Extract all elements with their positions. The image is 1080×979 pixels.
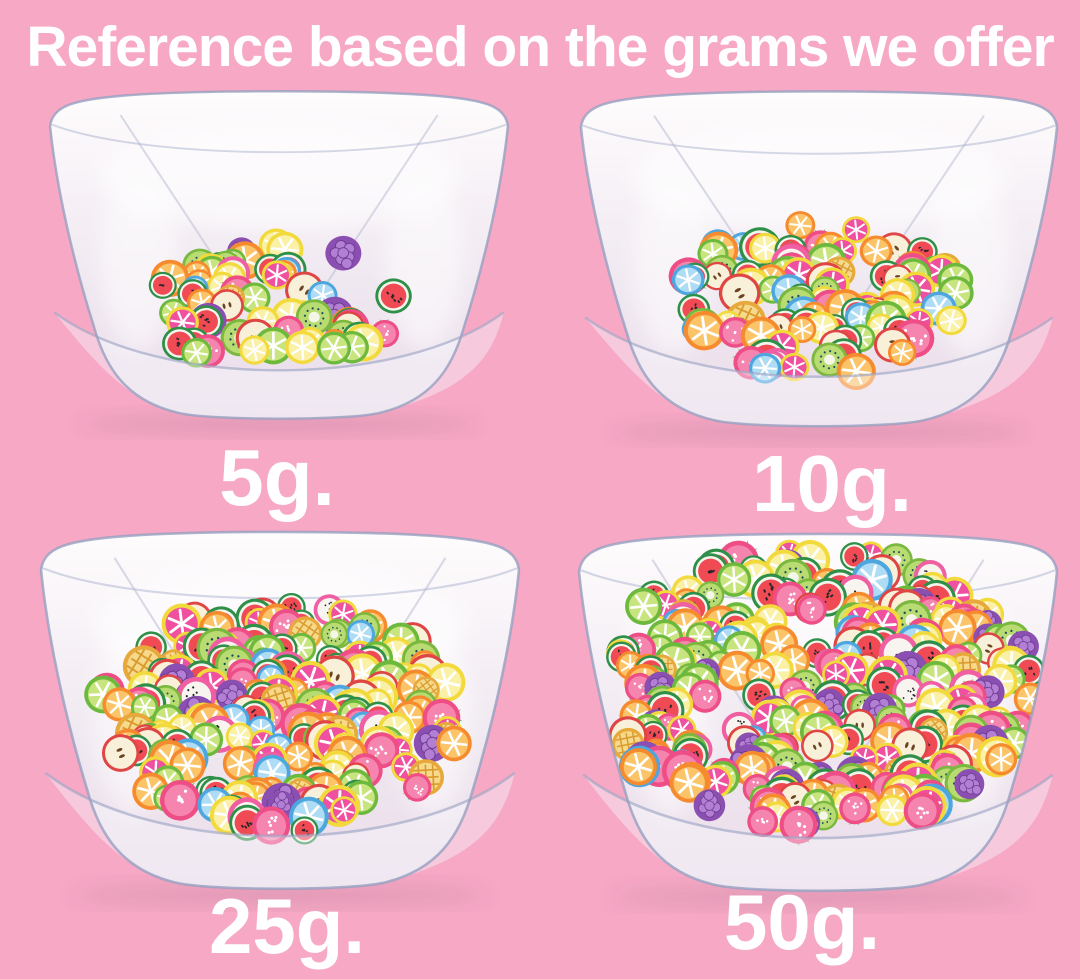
fruit-piece-orange-slice: [985, 743, 1018, 776]
fruit-piece-orange-slice: [836, 352, 876, 390]
fruit-piece-dragonfruit-slice: [892, 675, 925, 708]
fruit-piece-strawberry-slice: [779, 805, 818, 847]
fruit-piece-strawberry-slice: [903, 792, 943, 830]
fruit-piece-apple-slice: [801, 729, 834, 763]
fruit-piece-lemon-slice: [935, 305, 967, 336]
fruit-piece-lime-slice: [181, 337, 212, 368]
bowl-illustration: [577, 532, 1059, 909]
fruit-piece-strawberry-slice: [402, 773, 432, 802]
weight-label-5g: 5g.: [219, 433, 335, 522]
fruit-piece-watermelon-slice: [375, 278, 412, 314]
fruit-piece-strawberry-slice: [796, 592, 827, 625]
fruit-piece-orange-slice: [222, 746, 258, 782]
fruit-piece-strawberry-slice: [688, 677, 722, 713]
fruit-piece-orange-slice: [888, 338, 917, 366]
fruit-pile: [84, 592, 472, 845]
bowl-illustration: [579, 90, 1059, 444]
fruit-piece-strawberry-slice: [159, 777, 201, 821]
bowl-photo-10g: [558, 84, 1080, 448]
fruit-piece-orange-slice: [683, 311, 726, 351]
weight-label-50g: 50g.: [723, 878, 881, 966]
fruit-piece-blue-orange-slice: [346, 619, 375, 649]
bowl-photo-25g: [18, 524, 542, 912]
fruit-piece-lime-slice: [238, 282, 271, 314]
fruit-piece-orange-slice: [785, 211, 816, 240]
fruit-piece-pink-grapefruit-slice: [330, 796, 359, 825]
fruit-piece-grape-cluster: [954, 769, 985, 800]
fruit-piece-pink-grapefruit-slice: [261, 260, 293, 290]
bowl-illustration: [39, 530, 521, 907]
page-title: Reference based on the grams we offer: [26, 15, 1054, 79]
fruit-piece-watermelon-slice: [148, 271, 177, 299]
fruit-piece-lime-slice: [625, 587, 663, 626]
fruit-piece-orange-slice: [938, 609, 977, 648]
fruit-piece-grape-cluster: [693, 789, 726, 822]
fruit-piece-kiwi-slice: [320, 620, 348, 649]
fruit-piece-orange-slice: [283, 741, 314, 772]
fruit-piece-grape-cluster: [325, 235, 362, 271]
fruit-piece-orange-slice: [102, 687, 137, 722]
fruit-piece-orange-slice: [669, 763, 709, 803]
fruit-piece-lime-slice: [316, 331, 352, 365]
weight-label-25g: 25g.: [208, 882, 366, 970]
fruit-piece-lemon-slice: [285, 330, 320, 365]
fruit-piece-blue-orange-slice: [671, 264, 705, 296]
bowl-illustration: [48, 90, 510, 436]
fruit-pile: [606, 539, 1047, 847]
fruit-piece-kiwi-slice: [295, 299, 333, 335]
fruit-piece-orange-slice: [717, 650, 757, 691]
fruit-pile: [668, 211, 974, 390]
fruit-piece-strawberry-slice: [747, 804, 779, 838]
fruit-piece-pink-grapefruit-slice: [841, 216, 871, 244]
fruit-piece-lemon-slice: [225, 722, 254, 751]
fruit-piece-kiwi-slice: [808, 800, 839, 831]
fruit-piece-apple-slice: [101, 734, 140, 772]
weight-label-10g: 10g.: [751, 439, 913, 528]
bowl-photo-5g: [28, 84, 530, 440]
fruit-piece-lemon-slice: [239, 335, 270, 365]
fruit-piece-orange-slice: [436, 725, 472, 762]
fruit-pile: [148, 228, 412, 368]
fruit-piece-orange-slice: [619, 748, 658, 786]
fruit-piece-orange-slice: [859, 235, 893, 267]
bowl-photo-50g: [556, 526, 1080, 914]
fruit-piece-strawberry-slice: [839, 792, 871, 826]
fruit-piece-lime-slice: [716, 562, 752, 597]
fruit-piece-lemon-slice: [876, 794, 909, 827]
fruit-piece-pink-grapefruit-slice: [779, 352, 810, 382]
